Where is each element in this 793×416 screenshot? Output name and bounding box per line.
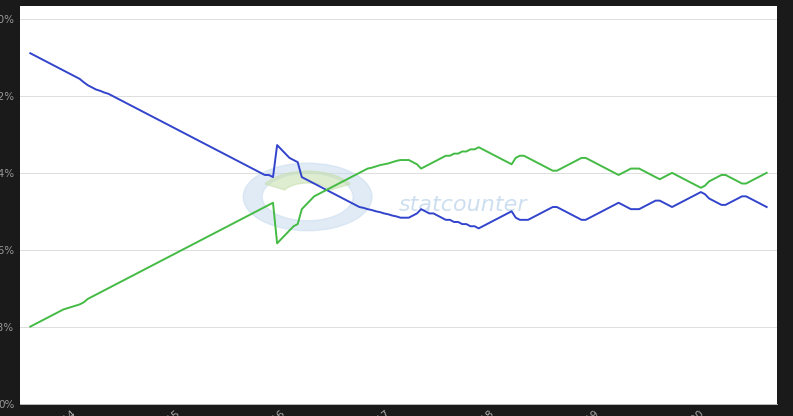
- Text: statcounter: statcounter: [398, 195, 527, 215]
- Wedge shape: [265, 171, 351, 190]
